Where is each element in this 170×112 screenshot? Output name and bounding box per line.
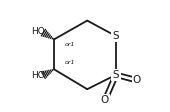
Text: S: S (113, 31, 119, 41)
Text: or1: or1 (65, 42, 76, 47)
Text: HO: HO (31, 71, 45, 80)
Text: HO: HO (31, 27, 45, 36)
Text: S: S (113, 70, 119, 80)
Text: O: O (101, 95, 109, 105)
Text: O: O (133, 75, 141, 85)
Text: or1: or1 (65, 60, 76, 65)
